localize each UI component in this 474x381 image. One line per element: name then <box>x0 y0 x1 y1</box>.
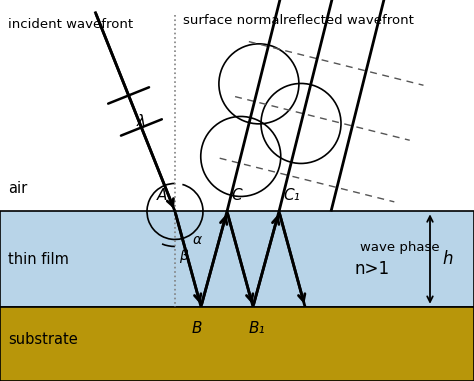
Text: wave phase: wave phase <box>360 242 439 255</box>
Text: C: C <box>231 189 242 203</box>
Text: substrate: substrate <box>8 332 78 347</box>
Text: reflected wavefront: reflected wavefront <box>283 14 414 27</box>
Text: C₁: C₁ <box>283 189 300 203</box>
Text: B₁: B₁ <box>249 321 265 336</box>
Text: incident wavefront: incident wavefront <box>8 18 133 31</box>
Text: α: α <box>193 234 202 247</box>
Text: thin film: thin film <box>8 251 69 267</box>
Bar <box>0 211 474 307</box>
Text: air: air <box>8 181 27 197</box>
Text: surface normal: surface normal <box>183 14 283 27</box>
Text: B: B <box>192 321 202 336</box>
Text: h: h <box>442 250 453 268</box>
Text: A: A <box>156 189 167 203</box>
Text: n>1: n>1 <box>355 260 390 278</box>
Bar <box>0 307 474 381</box>
Text: β: β <box>179 250 188 263</box>
Text: λ: λ <box>137 114 146 129</box>
